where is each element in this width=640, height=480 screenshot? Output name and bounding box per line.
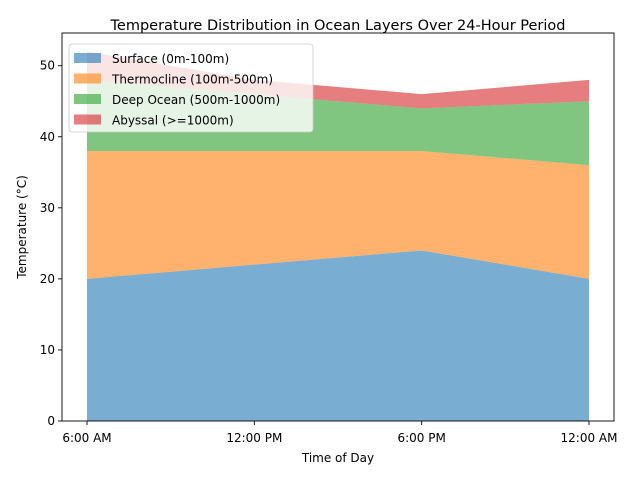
x-tick-label: 6:00 PM: [397, 431, 445, 445]
y-tick-label: 50: [40, 59, 55, 73]
x-tick-label: 12:00 AM: [561, 431, 618, 445]
y-axis: 0 10 20 30 40 50: [40, 59, 62, 428]
x-tick-label: 12:00 PM: [226, 431, 282, 445]
plot-frame: [61, 32, 615, 422]
area-layers: [87, 51, 589, 421]
legend-label: Surface (0m-100m): [112, 52, 229, 66]
x-axis-label: Time of Day: [301, 451, 374, 465]
y-tick-label: 20: [40, 272, 55, 286]
chart-title: Temperature Distribution in Ocean Layers…: [110, 18, 566, 34]
area-series-3: [87, 51, 589, 109]
y-tick-label: 0: [47, 414, 55, 428]
legend: Surface (0m-100m) Thermocline (100m-500m)…: [68, 43, 314, 133]
legend-swatch: [74, 53, 101, 63]
y-tick-label: 10: [40, 343, 55, 357]
legend-label: Abyssal (>=1000m): [112, 114, 234, 128]
x-axis: 6:00 AM 12:00 PM 6:00 PM 12:00 AM: [62, 421, 617, 445]
area-series-1: [87, 150, 589, 279]
legend-swatch: [74, 73, 101, 84]
legend-swatch: [74, 114, 101, 125]
x-tick-label: 6:00 AM: [62, 431, 111, 445]
y-axis-label: Temperature (°C): [15, 175, 29, 280]
legend-label: Thermocline (100m-500m): [111, 73, 273, 87]
legend-label: Deep Ocean (500m-1000m): [112, 93, 280, 107]
y-tick-label: 30: [40, 201, 55, 215]
y-tick-label: 40: [40, 130, 55, 144]
legend-swatch: [74, 94, 101, 104]
legend-box: [68, 43, 314, 133]
area-series-0: [87, 250, 589, 421]
